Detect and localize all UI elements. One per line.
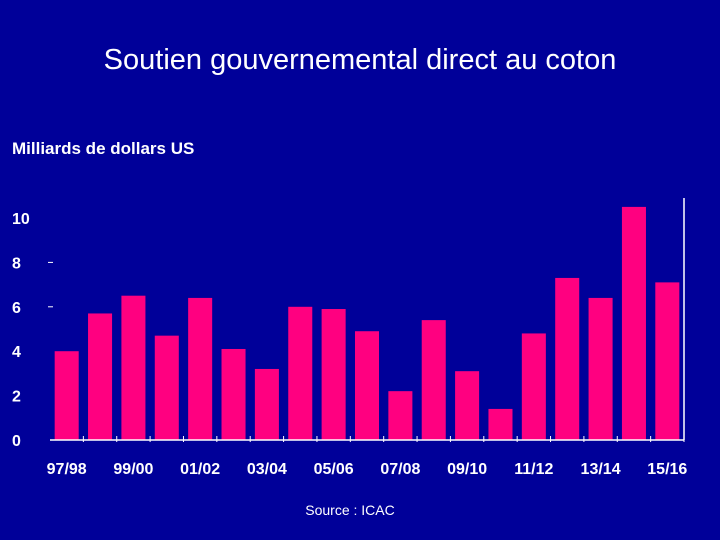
- bar-02-03: [221, 348, 246, 440]
- bar-99-00: [121, 295, 146, 440]
- slide-title: Soutien gouvernemental direct au coton: [103, 44, 617, 76]
- bar-97-98: [54, 351, 79, 440]
- bar-09-10: [455, 371, 480, 440]
- bar-12-13: [555, 277, 580, 440]
- bar-15-16: [655, 282, 680, 440]
- x-tick-label: 07/08: [380, 461, 420, 478]
- bar-08-09: [421, 320, 446, 440]
- labels-layer: 0 2 4 6 8 10 97/98 99/00 01/02 03/04 05/06 07/08 09/…: [12, 211, 687, 478]
- bars-layer: [54, 206, 680, 440]
- bar-98-99: [88, 313, 113, 440]
- x-tick-label: 97/98: [47, 461, 87, 478]
- bar-03-04: [254, 368, 279, 440]
- bar-05-06: [321, 309, 346, 440]
- bar-10-11: [488, 408, 513, 440]
- bar-14-15: [621, 206, 646, 440]
- bar-13-14: [588, 297, 613, 440]
- bar-04-05: [288, 306, 313, 440]
- bar-07-08: [388, 391, 413, 440]
- y-tick-label: 8: [12, 255, 21, 272]
- x-tick-label: 01/02: [180, 461, 220, 478]
- x-tick-label: 11/12: [514, 461, 553, 478]
- bar-01-02: [188, 297, 213, 440]
- source-note: Source : ICAC: [305, 502, 395, 518]
- y-axis-label: Milliards de dollars US: [12, 139, 195, 158]
- bar-00-01: [154, 335, 179, 440]
- x-tick-label: 09/10: [447, 461, 487, 478]
- bar-06-07: [354, 331, 380, 440]
- axis-layer: [48, 198, 685, 442]
- x-tick-label: 99/00: [113, 461, 153, 478]
- y-tick-label: 0: [12, 433, 21, 450]
- x-tick-label: 13/14: [581, 461, 621, 478]
- y-tick-label: 4: [12, 344, 21, 361]
- x-tick-label: 03/04: [247, 461, 287, 478]
- y-tick-label: 2: [12, 389, 21, 406]
- bar-11-12: [521, 333, 546, 440]
- y-tick-label: 10: [12, 211, 30, 228]
- x-tick-label: 15/16: [647, 461, 687, 478]
- x-tick-label: 05/06: [314, 461, 354, 478]
- y-tick-label: 6: [12, 300, 21, 317]
